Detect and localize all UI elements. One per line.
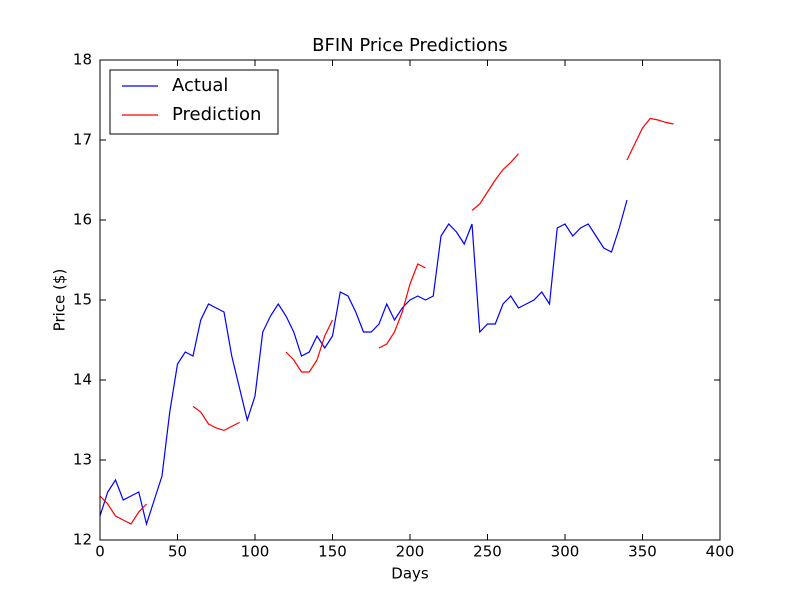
y-axis-label: Price ($) bbox=[51, 269, 69, 332]
legend-label: Actual bbox=[172, 75, 228, 96]
y-tick-label: 18 bbox=[73, 51, 92, 69]
x-tick-label: 400 bbox=[706, 543, 735, 561]
data-line bbox=[100, 199, 628, 527]
chart-title: BFIN Price Predictions bbox=[312, 35, 508, 56]
y-tick-label: 14 bbox=[73, 371, 92, 389]
data-line bbox=[100, 117, 674, 525]
y-tick-label: 17 bbox=[73, 131, 92, 149]
x-tick-label: 350 bbox=[628, 543, 657, 561]
x-tick-label: 200 bbox=[396, 543, 425, 561]
x-tick-label: 50 bbox=[168, 543, 187, 561]
y-tick-label: 15 bbox=[73, 291, 92, 309]
legend-box bbox=[109, 69, 279, 135]
x-tick-label: 0 bbox=[95, 543, 105, 561]
x-tick-label: 100 bbox=[241, 543, 270, 561]
y-tick-label: 13 bbox=[73, 451, 92, 469]
x-tick-label: 250 bbox=[473, 543, 502, 561]
legend-label: Prediction bbox=[172, 104, 261, 125]
x-tick-label: 300 bbox=[551, 543, 580, 561]
y-tick-label: 16 bbox=[73, 211, 92, 229]
x-axis-label: Days bbox=[391, 565, 429, 583]
y-tick-label: 12 bbox=[73, 531, 92, 549]
x-tick-label: 150 bbox=[318, 543, 347, 561]
